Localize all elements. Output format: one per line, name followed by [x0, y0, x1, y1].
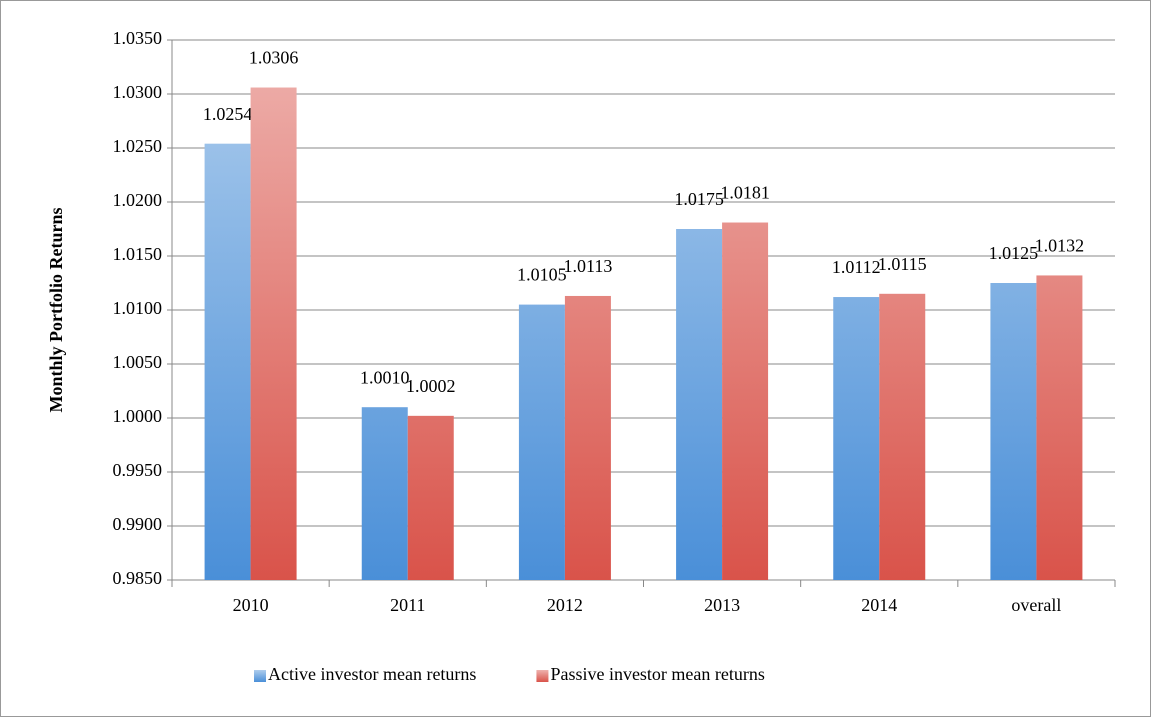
- legend-label: Passive investor mean returns: [550, 664, 764, 684]
- value-label: 1.0002: [406, 376, 456, 396]
- y-tick-label: 1.0300: [113, 82, 163, 102]
- legend-swatch: [536, 670, 549, 682]
- value-label: 1.0306: [249, 48, 299, 68]
- bar: [722, 222, 769, 580]
- x-tick-label: 2010: [233, 595, 269, 615]
- bar: [407, 415, 454, 580]
- value-label: 1.0254: [203, 104, 253, 124]
- value-label: 1.0115: [878, 254, 927, 274]
- x-tick-label: 2013: [704, 595, 740, 615]
- bar: [518, 304, 565, 580]
- x-tick-label: overall: [1011, 595, 1061, 615]
- y-tick-label: 1.0150: [113, 244, 163, 264]
- value-label: 1.0113: [563, 256, 612, 276]
- legend-swatch: [254, 670, 266, 682]
- bar: [564, 295, 611, 580]
- y-tick-label: 0.9850: [113, 568, 163, 588]
- value-label: 1.0010: [360, 367, 410, 387]
- bar: [250, 87, 297, 581]
- bar: [204, 143, 251, 580]
- y-tick-label: 1.0050: [113, 352, 163, 372]
- legend-label: Active investor mean returns: [268, 664, 476, 684]
- y-tick-label: 1.0250: [113, 136, 163, 156]
- bar: [1036, 275, 1083, 580]
- x-tick-label: 2014: [861, 595, 897, 615]
- y-tick-label: 0.9900: [113, 514, 163, 534]
- y-tick-label: 1.0000: [113, 406, 163, 426]
- value-label: 1.0132: [1035, 236, 1085, 256]
- bar: [879, 293, 926, 580]
- value-label: 1.0125: [989, 243, 1039, 263]
- value-label: 1.0105: [517, 265, 567, 285]
- value-label: 1.0112: [832, 257, 881, 277]
- bar: [361, 407, 408, 580]
- bar: [990, 283, 1037, 580]
- x-tick-label: 2012: [547, 595, 583, 615]
- bar: [676, 229, 723, 580]
- bar: [833, 297, 880, 580]
- y-tick-label: 1.0200: [113, 190, 163, 210]
- value-label: 1.0175: [674, 189, 724, 209]
- y-tick-label: 1.0100: [113, 298, 163, 318]
- x-tick-label: 2011: [390, 595, 425, 615]
- y-tick-label: 1.0350: [113, 28, 163, 48]
- y-axis-label: Monthly Portfolio Returns: [46, 208, 66, 413]
- value-label: 1.0181: [720, 183, 770, 203]
- y-tick-label: 0.9950: [113, 460, 163, 480]
